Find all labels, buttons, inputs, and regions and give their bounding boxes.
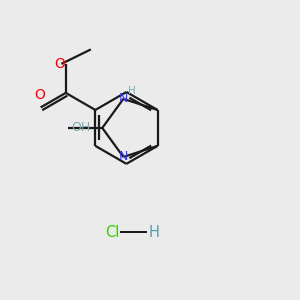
Text: Cl: Cl bbox=[105, 225, 119, 240]
Text: OH: OH bbox=[72, 122, 91, 134]
Text: O: O bbox=[54, 57, 65, 71]
Text: H: H bbox=[148, 225, 159, 240]
Text: N: N bbox=[119, 151, 128, 164]
Text: N: N bbox=[119, 92, 128, 105]
Text: H: H bbox=[128, 86, 136, 97]
Text: O: O bbox=[34, 88, 45, 101]
